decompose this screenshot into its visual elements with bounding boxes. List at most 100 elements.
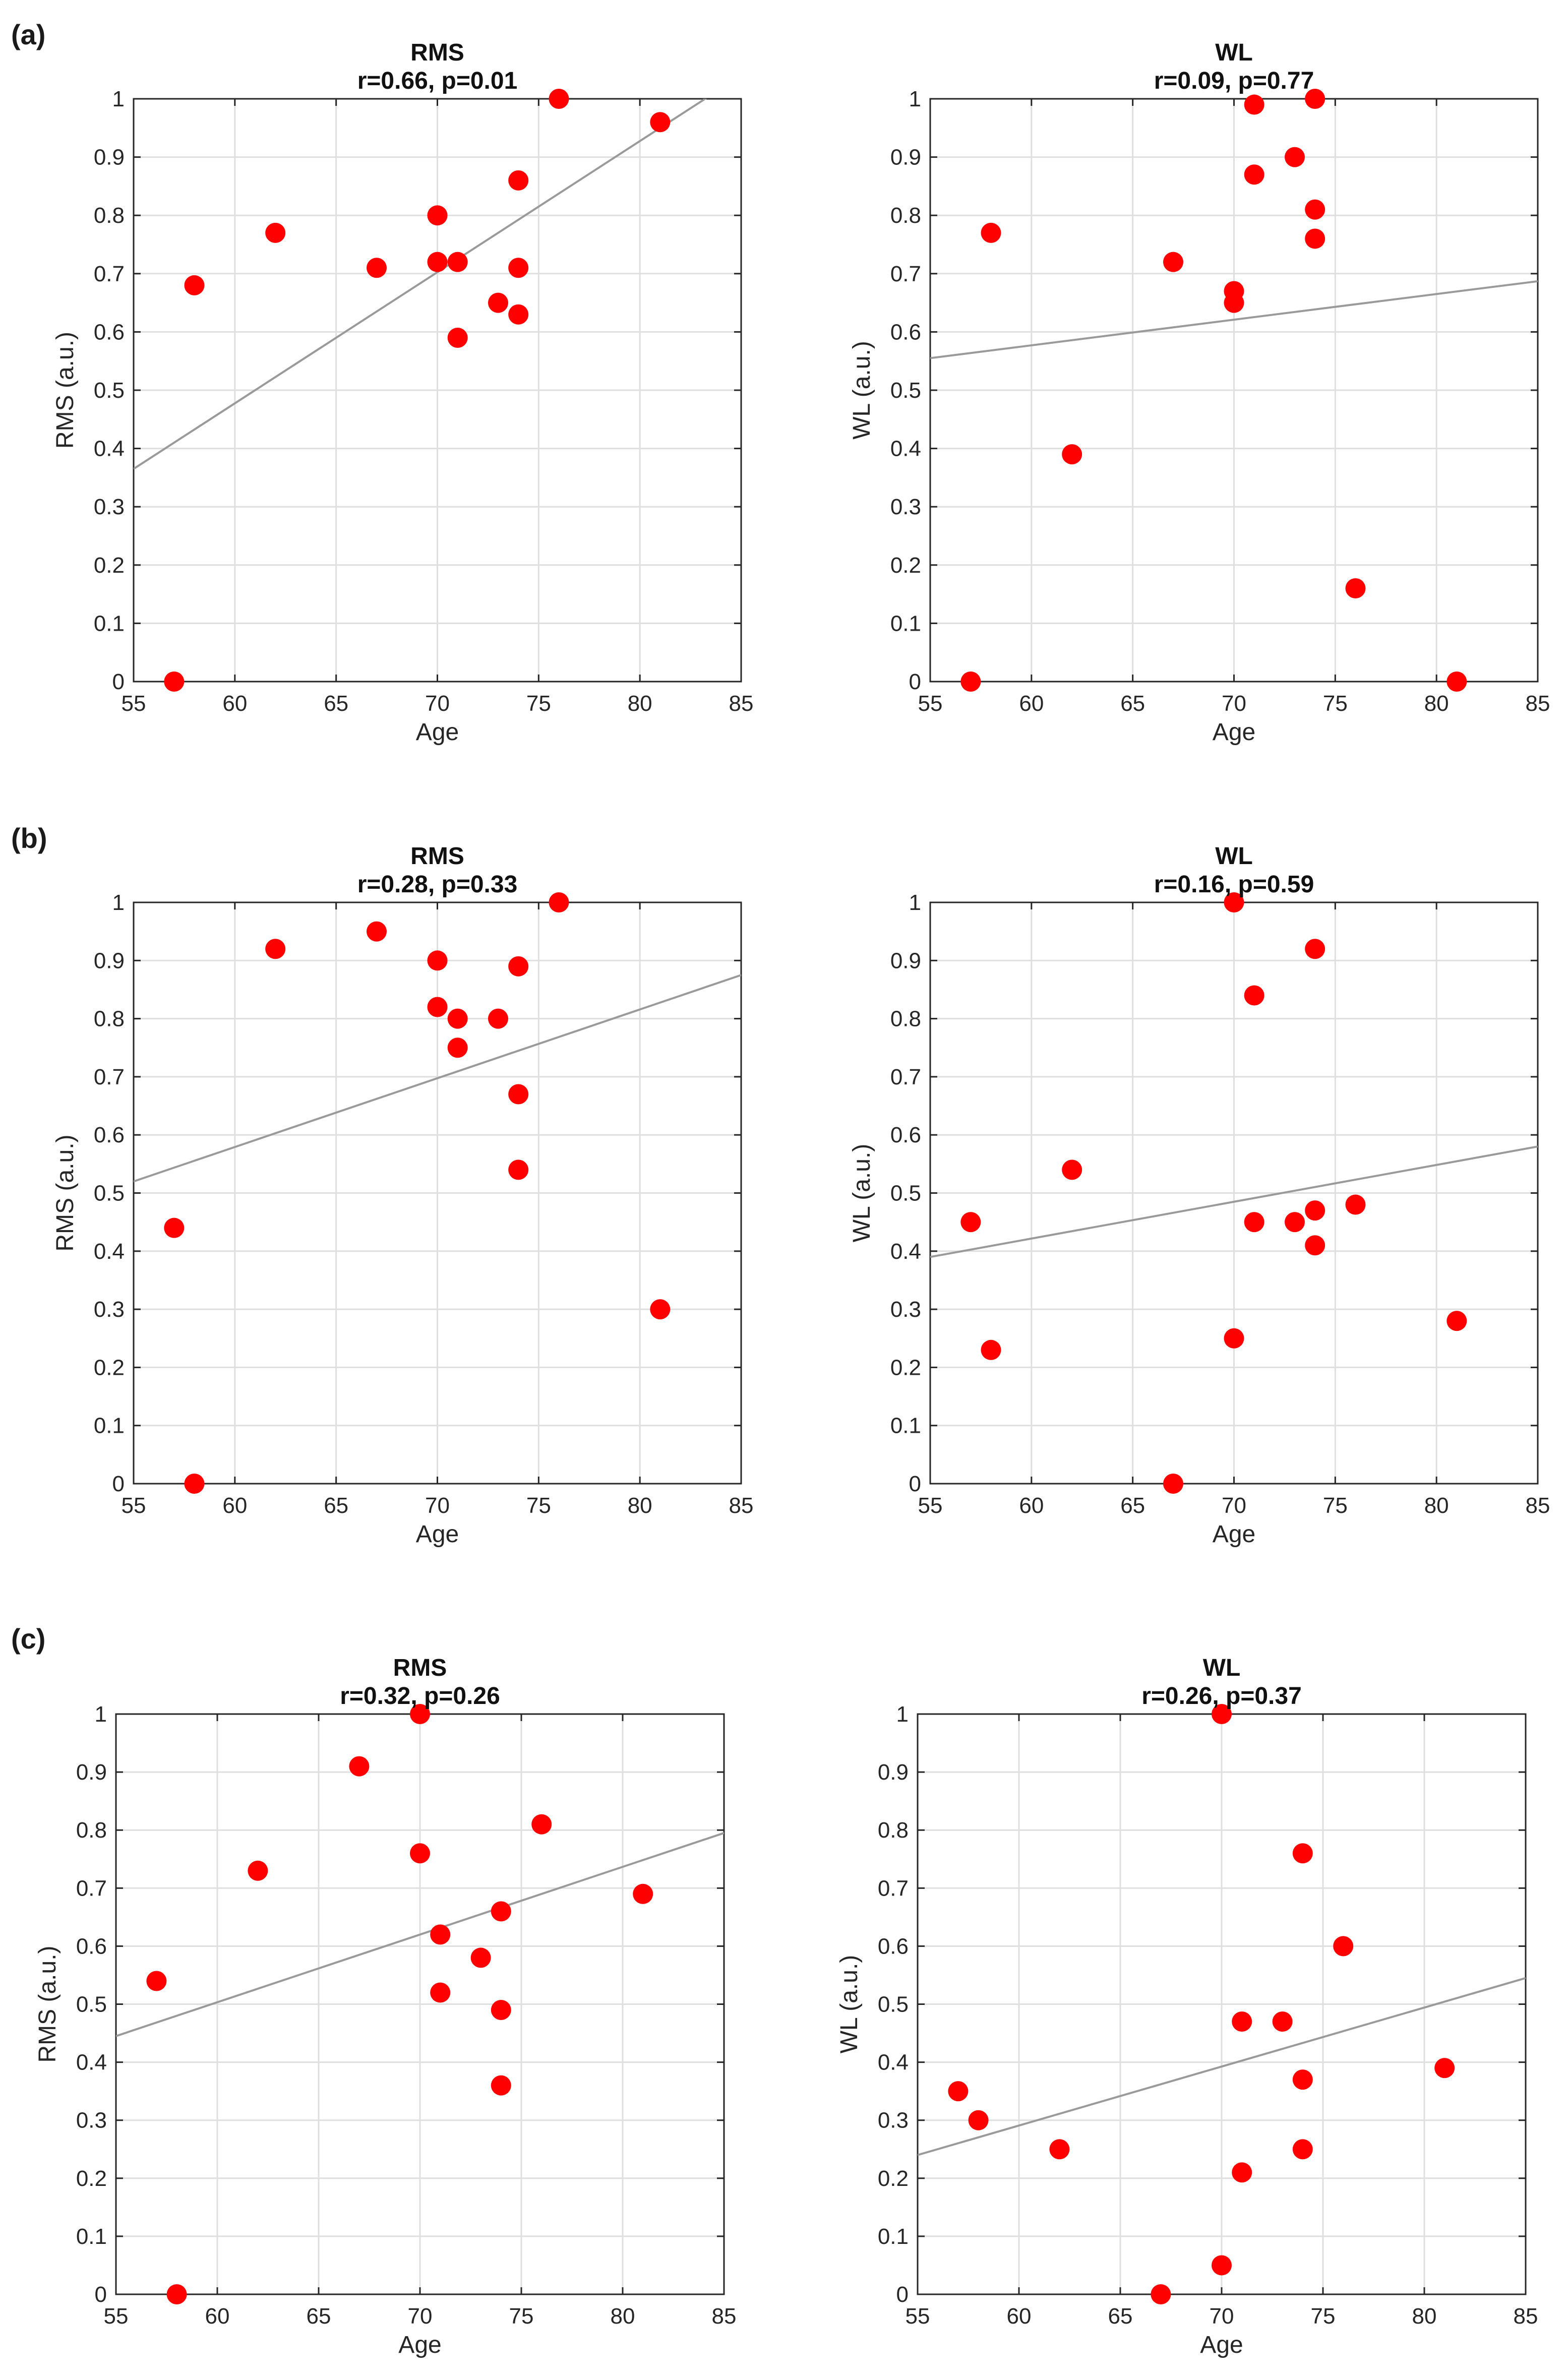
x-tick-label: 65 bbox=[324, 691, 348, 716]
y-tick-label: 0 bbox=[909, 1472, 921, 1496]
y-tick-label: 0.9 bbox=[878, 1760, 909, 1785]
y-tick-label: 0.9 bbox=[890, 145, 921, 170]
x-tick-label: 85 bbox=[729, 691, 754, 716]
y-tick-label: 0.2 bbox=[890, 553, 921, 578]
data-point bbox=[508, 304, 529, 325]
y-tick-label: 1 bbox=[909, 890, 921, 915]
regression-line bbox=[116, 1832, 724, 2037]
data-point bbox=[488, 292, 508, 313]
data-point bbox=[1446, 1311, 1467, 1331]
data-point bbox=[549, 892, 569, 912]
data-point bbox=[1305, 1235, 1325, 1256]
data-point bbox=[1345, 1194, 1366, 1215]
data-point bbox=[960, 1212, 981, 1233]
x-tick-label: 55 bbox=[122, 691, 146, 716]
data-point bbox=[1305, 199, 1325, 220]
x-tick-label: 85 bbox=[1526, 1493, 1550, 1518]
data-point bbox=[1062, 444, 1082, 465]
data-point bbox=[650, 112, 671, 133]
data-point bbox=[470, 1947, 491, 1968]
data-point bbox=[164, 672, 185, 692]
y-tick-label: 0.6 bbox=[76, 1934, 107, 1959]
data-point bbox=[164, 1217, 185, 1238]
y-tick-label: 0.9 bbox=[94, 145, 125, 170]
data-point bbox=[960, 672, 981, 692]
x-tick-label: 55 bbox=[104, 2304, 129, 2329]
x-tick-label: 75 bbox=[509, 2304, 534, 2329]
data-point bbox=[968, 2110, 989, 2130]
y-axis-label: RMS (a.u.) bbox=[34, 1945, 61, 2062]
y-tick-label: 0.2 bbox=[94, 1355, 125, 1380]
scatter-plot-2: 55 60 65 70 75 80 85 0 0.1 0.2 0.3 0.4 0.5 0.6 0.7 0.8 0… bbox=[849, 39, 1550, 746]
data-point bbox=[427, 252, 448, 272]
x-tick-label: 65 bbox=[324, 1493, 348, 1518]
y-tick-label: 0.5 bbox=[890, 1181, 921, 1206]
y-tick-label: 0 bbox=[909, 669, 921, 694]
data-point bbox=[367, 258, 387, 278]
y-tick-label: 1 bbox=[95, 1702, 107, 1727]
y-tick-label: 0.7 bbox=[76, 1876, 107, 1901]
data-point bbox=[367, 921, 387, 942]
x-tick-label: 80 bbox=[1424, 1493, 1449, 1518]
data-point bbox=[1224, 1328, 1244, 1349]
data-point bbox=[948, 2081, 969, 2102]
data-point bbox=[1049, 2139, 1070, 2160]
y-tick-label: 0.4 bbox=[890, 1239, 921, 1264]
y-tick-label: 0.7 bbox=[94, 262, 125, 286]
data-point bbox=[1232, 2011, 1252, 2032]
data-point bbox=[508, 170, 529, 191]
data-point bbox=[447, 1038, 468, 1058]
chart-subtitle: r=0.66, p=0.01 bbox=[357, 68, 518, 94]
x-tick-label: 60 bbox=[1019, 691, 1044, 716]
x-tick-label: 70 bbox=[408, 2304, 433, 2329]
data-point bbox=[1224, 292, 1244, 313]
data-point bbox=[491, 2075, 511, 2096]
y-tick-label: 0.6 bbox=[94, 320, 125, 344]
data-point bbox=[508, 258, 529, 278]
y-tick-label: 0.4 bbox=[94, 437, 125, 461]
x-tick-label: 85 bbox=[1514, 2304, 1538, 2329]
data-point bbox=[508, 956, 529, 977]
y-tick-label: 0.8 bbox=[890, 1007, 921, 1031]
x-tick-label: 75 bbox=[1323, 1493, 1348, 1518]
y-tick-label: 0.8 bbox=[94, 1007, 125, 1031]
y-tick-label: 0.6 bbox=[878, 1934, 909, 1959]
data-point bbox=[633, 1883, 653, 1904]
chart-subtitle: r=0.26, p=0.37 bbox=[1141, 1683, 1302, 1710]
data-point bbox=[1292, 1843, 1313, 1864]
chart-title: WL bbox=[1215, 39, 1253, 66]
regression-line bbox=[930, 1145, 1538, 1258]
data-point bbox=[146, 1971, 167, 1991]
x-axis-label: Age bbox=[416, 719, 459, 746]
scatter-plot-1: 55 60 65 70 75 80 85 0 0.1 0.2 0.3 0.4 0.5 0.6 0.7 0.8 0… bbox=[52, 39, 753, 746]
data-point bbox=[1305, 939, 1325, 959]
x-tick-label: 70 bbox=[425, 1493, 450, 1518]
y-tick-label: 0.6 bbox=[890, 1123, 921, 1147]
y-axis-label: WL (a.u.) bbox=[849, 1144, 875, 1243]
y-tick-label: 0.2 bbox=[878, 2166, 909, 2191]
data-point bbox=[430, 1982, 451, 2003]
x-tick-label: 75 bbox=[526, 1493, 551, 1518]
y-tick-label: 0.6 bbox=[94, 1123, 125, 1147]
x-tick-label: 85 bbox=[1526, 691, 1550, 716]
x-axis-label: Age bbox=[1200, 2332, 1243, 2358]
data-point bbox=[491, 1901, 511, 1922]
x-tick-label: 55 bbox=[918, 1493, 943, 1518]
y-tick-label: 0.6 bbox=[890, 320, 921, 344]
chart-title: RMS bbox=[410, 843, 464, 870]
data-point bbox=[1244, 164, 1264, 185]
x-tick-label: 65 bbox=[1108, 2304, 1133, 2329]
data-point bbox=[1212, 1704, 1232, 1724]
x-tick-label: 80 bbox=[1424, 691, 1449, 716]
y-tick-label: 1 bbox=[896, 1702, 909, 1727]
data-point bbox=[184, 275, 205, 295]
y-tick-label: 1 bbox=[112, 87, 125, 111]
x-tick-label: 60 bbox=[222, 691, 247, 716]
data-point bbox=[1345, 578, 1366, 599]
chart-subtitle: r=0.32, p=0.26 bbox=[340, 1683, 500, 1710]
scatter-plot-5: 55 60 65 70 75 80 85 0 0.1 0.2 0.3 0.4 0.5 0.6 0.7 0.8 0… bbox=[34, 1655, 736, 2358]
x-tick-label: 75 bbox=[1311, 2304, 1336, 2329]
y-tick-label: 0.2 bbox=[76, 2166, 107, 2191]
x-tick-label: 75 bbox=[1323, 691, 1348, 716]
y-tick-label: 0 bbox=[95, 2282, 107, 2307]
